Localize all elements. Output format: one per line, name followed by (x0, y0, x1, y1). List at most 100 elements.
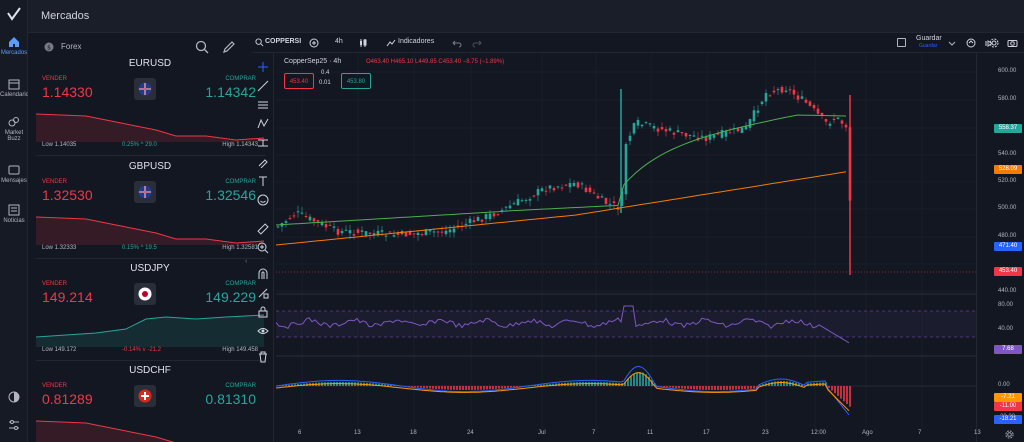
macd-bar (504, 386, 506, 389)
macd-bar (699, 386, 701, 390)
chart-legend: CopperSep25 · 4h O463.40 H465.10 L449.85… (284, 58, 504, 65)
macd-bar (849, 386, 851, 407)
currency-flag-icon (134, 283, 156, 305)
candle-body (536, 189, 540, 196)
candle-body (776, 89, 780, 91)
candle-body (556, 186, 560, 188)
macd-bar (663, 386, 665, 387)
candle-body (692, 135, 696, 137)
sell-price[interactable]: 149.214 (42, 289, 93, 305)
macd-bar (735, 386, 737, 390)
alert-icon[interactable] (966, 38, 976, 48)
macd-bar (720, 386, 722, 390)
layout-checkbox[interactable] (897, 38, 906, 47)
search-symbol-icon[interactable] (255, 38, 264, 47)
candle-body (652, 125, 656, 129)
macd-bar (741, 386, 743, 390)
brush-icon[interactable] (257, 156, 269, 168)
market-card-usdjpy[interactable]: USDJPY VENDER COMPRAR 149.214 149.229 Lo… (36, 263, 266, 361)
lock-icon[interactable] (257, 306, 269, 318)
nav-item-noticias[interactable]: Noticias (0, 204, 28, 224)
ruler-icon[interactable] (257, 223, 269, 235)
horizontal-lines-icon[interactable] (257, 99, 269, 111)
candle-body (456, 225, 460, 227)
sell-price[interactable]: 0.81289 (42, 391, 93, 407)
chart-type-icon[interactable] (358, 38, 368, 48)
search-icon[interactable] (195, 40, 209, 54)
candle-body (748, 119, 752, 128)
price-tag: 558.37 (994, 124, 1022, 133)
trend-line-icon[interactable] (257, 80, 269, 92)
edit-icon[interactable] (222, 40, 236, 54)
interval-selector[interactable]: 4h (335, 38, 343, 45)
category-selector[interactable]: $ Forex (44, 40, 124, 54)
theme-toggle-icon[interactable] (7, 390, 21, 409)
candle-body (420, 234, 424, 236)
macd-bar (750, 386, 752, 389)
add-compare-icon[interactable] (309, 38, 319, 48)
nav-item-market-buzz[interactable]: Market Buzz (0, 116, 28, 142)
time-axis-label: 7 (592, 430, 596, 436)
chevron-down-icon[interactable] (948, 39, 956, 47)
price-tag: -7.21 (994, 393, 1022, 402)
market-card-usdchf[interactable]: USDCHF VENDER COMPRAR 0.81289 0.81310 (36, 365, 266, 442)
candle-body (352, 234, 356, 236)
trash-icon[interactable] (257, 351, 269, 363)
eye-icon[interactable] (257, 325, 269, 337)
candle-body (476, 217, 480, 222)
emoji-icon[interactable] (257, 194, 269, 206)
macd-bar (393, 385, 395, 386)
candle-body (448, 229, 452, 233)
market-card-gbpusd[interactable]: GBPUSD VENDER COMPRAR 1.32530 1.32546 Lo… (36, 161, 266, 259)
nav-item-calendario[interactable]: Calendario (0, 78, 29, 98)
nav-item-mensajes[interactable]: Mensajes (0, 164, 28, 184)
candle-body (444, 230, 448, 235)
magnet-icon[interactable] (257, 268, 269, 280)
buy-price[interactable]: 1.32546 (205, 187, 256, 203)
measure-icon[interactable] (257, 137, 269, 149)
time-axis-settings-icon[interactable] (1005, 430, 1014, 439)
macd-bar (840, 386, 842, 399)
price-axis[interactable] (976, 53, 1024, 442)
macd-bar (660, 386, 662, 387)
text-icon[interactable] (257, 175, 269, 187)
price-chart[interactable] (276, 53, 976, 430)
sell-price[interactable]: 1.14330 (42, 84, 93, 100)
zoom-in-icon[interactable] (257, 242, 269, 254)
lock-drawings-icon[interactable] (257, 287, 269, 299)
macd-bar (828, 386, 830, 388)
candle-body (664, 129, 668, 132)
calendar-icon (8, 79, 20, 90)
market-card-eurusd[interactable]: EURUSD VENDER COMPRAR 1.14330 1.14342 Lo… (36, 58, 266, 156)
buy-price[interactable]: 1.14342 (205, 84, 256, 100)
price-axis-label: 580.00 (998, 96, 1017, 102)
candle-body (840, 120, 844, 124)
buy-price-badge[interactable]: 453.80 (341, 73, 371, 89)
candle-body (832, 118, 836, 121)
crosshair-icon[interactable] (257, 61, 269, 73)
nav-item-mercados[interactable]: Mercados (0, 36, 28, 56)
drawing-tools (252, 53, 274, 442)
pattern-icon[interactable] (257, 118, 269, 130)
camera-icon[interactable] (1007, 38, 1018, 48)
save-button[interactable]: Guardar (916, 35, 942, 42)
candle-body (592, 192, 596, 194)
sell-price-badge[interactable]: 453.40 (284, 73, 314, 89)
macd-bar (684, 386, 686, 389)
settings-sliders-icon[interactable] (7, 418, 21, 437)
symbol-selector[interactable]: COPPERSI (265, 38, 302, 45)
symbol-label: EURUSD (128, 58, 172, 69)
undo-icon[interactable] (452, 38, 462, 48)
redo-icon[interactable] (472, 38, 482, 48)
buy-price[interactable]: 149.229 (205, 289, 256, 305)
indicators-button[interactable]: Indicadores (398, 38, 435, 45)
sell-price[interactable]: 1.32530 (42, 187, 93, 203)
gear-icon[interactable] (989, 38, 999, 48)
collapse-panel-handle[interactable]: ‹ (245, 258, 248, 265)
candle-body (624, 144, 628, 195)
candle-body (408, 231, 412, 235)
ohlc-readout: O463.40 H465.10 L449.85 C453.40 −8.75 (−… (366, 59, 505, 65)
buy-price[interactable]: 0.81310 (205, 391, 256, 407)
indicators-icon[interactable] (386, 38, 396, 48)
price-tag: 471.40 (994, 242, 1022, 251)
